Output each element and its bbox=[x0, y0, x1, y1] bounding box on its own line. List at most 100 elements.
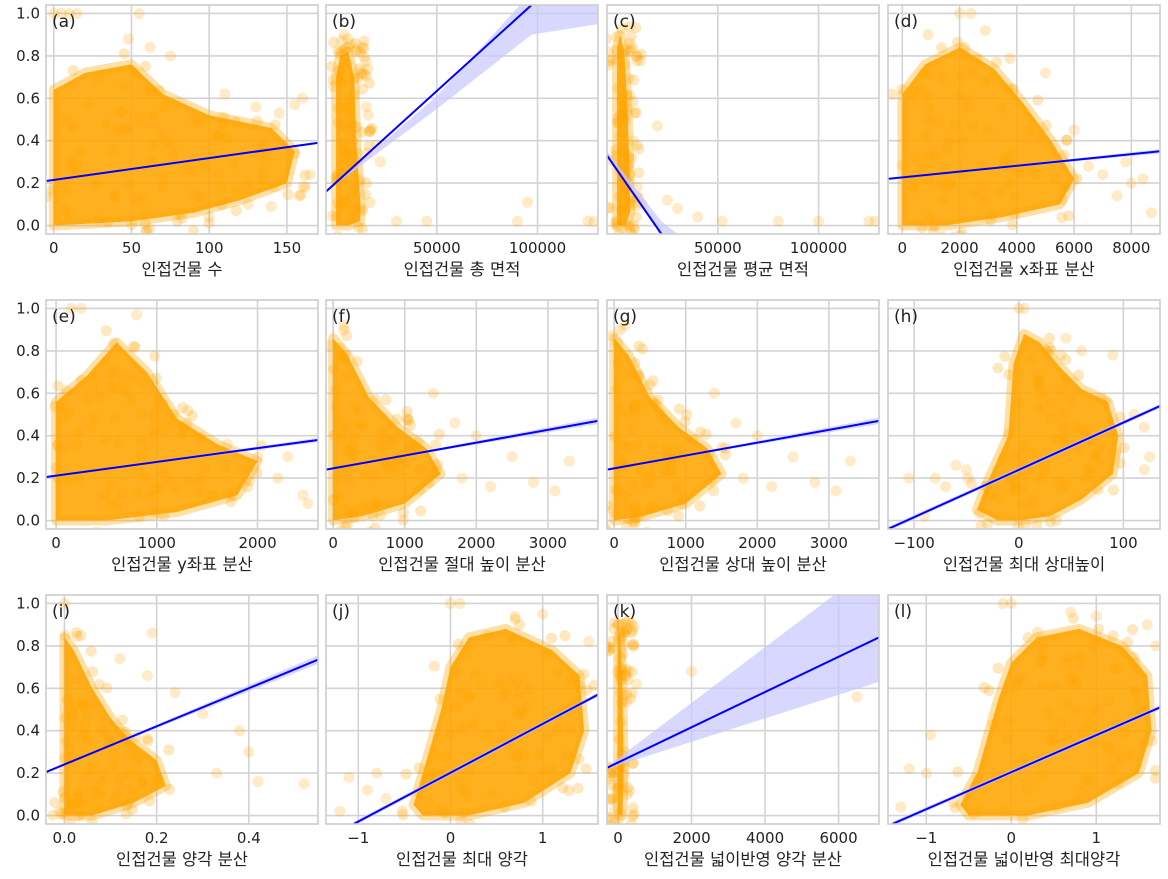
scatter-point bbox=[338, 136, 350, 148]
scatter-point bbox=[506, 451, 518, 463]
scatter-point bbox=[158, 100, 170, 112]
scatter-point bbox=[620, 490, 632, 502]
scatter-point bbox=[456, 722, 468, 733]
scatter-point bbox=[63, 7, 75, 19]
scatter-point bbox=[92, 214, 104, 226]
scatter-point bbox=[613, 618, 625, 630]
scatter-point bbox=[95, 775, 107, 787]
scatter-point bbox=[1007, 83, 1019, 95]
scatter-point bbox=[716, 215, 728, 227]
scatter-point bbox=[163, 137, 175, 149]
scatter-point bbox=[349, 401, 361, 413]
scatter-point bbox=[216, 181, 228, 193]
scatter-point bbox=[692, 211, 704, 223]
scatter-point bbox=[95, 711, 107, 723]
scatter-point bbox=[1005, 597, 1017, 609]
scatter-point bbox=[1071, 794, 1083, 806]
scatter-point bbox=[1038, 650, 1049, 662]
x-tick-label: 50000 bbox=[694, 239, 742, 257]
scatter-point bbox=[1073, 649, 1085, 661]
panel-a: 0.0 0.2 0.4 0.6 0.8 1.0 0 50 100 150 인접건물 수 (a) bbox=[16, 4, 319, 279]
scatter-point bbox=[995, 186, 1007, 197]
scatter-point bbox=[612, 786, 624, 798]
scatter-density bbox=[613, 628, 629, 821]
x-axis-label: 인접건물 최대 양각 bbox=[396, 850, 528, 869]
scatter-point bbox=[1044, 342, 1056, 353]
scatter-point bbox=[48, 7, 60, 19]
scatter-density bbox=[609, 333, 727, 526]
y-tick-label: 0.2 bbox=[16, 469, 40, 487]
scatter-point bbox=[133, 7, 145, 19]
scatter-point bbox=[1057, 431, 1069, 443]
scatter-point bbox=[116, 487, 128, 499]
scatter-point bbox=[347, 184, 359, 195]
scatter-point bbox=[355, 203, 367, 215]
scatter-point bbox=[359, 469, 371, 481]
scatter-point bbox=[141, 733, 153, 744]
scatter-point bbox=[1096, 392, 1107, 404]
scatter-point bbox=[376, 442, 388, 454]
scatter-point bbox=[1060, 657, 1072, 669]
scatter-point bbox=[1033, 381, 1045, 393]
scatter-point bbox=[199, 160, 211, 171]
scatter-point bbox=[927, 226, 939, 234]
x-tick-label: 1000 bbox=[138, 534, 176, 552]
scatter-point bbox=[1009, 191, 1021, 203]
scatter-point bbox=[612, 815, 624, 824]
scatter-point bbox=[341, 147, 353, 159]
scatter-point bbox=[391, 215, 403, 227]
panel-g: 0 1000 2000 3000 인접건물 상대 높이 분산 (g) bbox=[606, 299, 880, 574]
scatter-point bbox=[195, 432, 207, 444]
scatter-point bbox=[617, 778, 629, 790]
scatter-point bbox=[633, 143, 645, 155]
scatter-point bbox=[1056, 194, 1068, 206]
scatter-point bbox=[164, 783, 175, 795]
scatter-point bbox=[578, 668, 590, 680]
scatter-point bbox=[338, 198, 350, 210]
scatter-point bbox=[509, 613, 521, 625]
scatter-point bbox=[677, 492, 689, 504]
scatter-point bbox=[1014, 396, 1026, 408]
panel-label: (i) bbox=[52, 602, 70, 622]
scatter-point bbox=[327, 494, 339, 506]
scatter-point bbox=[335, 474, 347, 486]
scatter-point bbox=[1132, 695, 1144, 707]
scatter-point bbox=[607, 767, 617, 779]
scatter-point bbox=[1036, 639, 1048, 651]
scatter-point bbox=[1084, 718, 1096, 730]
scatter-point bbox=[66, 799, 78, 811]
scatter-point bbox=[148, 410, 159, 422]
confidence-band bbox=[46, 437, 318, 478]
scatter-point bbox=[607, 812, 615, 824]
scatter-point bbox=[629, 514, 641, 526]
scatter-point bbox=[1045, 516, 1057, 528]
scatter-point bbox=[405, 444, 416, 456]
scatter-point bbox=[348, 89, 360, 101]
scatter-point bbox=[88, 699, 100, 710]
scatter-point bbox=[300, 181, 312, 193]
scatter-point bbox=[347, 505, 359, 517]
scatter-point bbox=[895, 801, 907, 813]
scatter-point bbox=[661, 442, 673, 454]
panel-e: 0.0 0.2 0.4 0.6 0.8 1.0 0 1000 2000 인접건물 y좌표 분산 (e… bbox=[16, 299, 319, 574]
scatter-point bbox=[334, 805, 346, 817]
scatter-point bbox=[625, 31, 637, 42]
scatter-point bbox=[123, 769, 135, 781]
scatter-point bbox=[614, 324, 626, 336]
scatter-point bbox=[117, 372, 129, 384]
scatter-point bbox=[422, 796, 434, 808]
scatter-point bbox=[1054, 385, 1066, 397]
scatter-point bbox=[451, 666, 463, 678]
scatter-point bbox=[1066, 673, 1078, 685]
scatter-point bbox=[333, 491, 345, 503]
scatter-point bbox=[896, 84, 908, 95]
scatter-point bbox=[1101, 741, 1113, 752]
scatter-point bbox=[955, 230, 967, 234]
scatter-point bbox=[622, 665, 634, 677]
scatter-point bbox=[627, 479, 639, 491]
scatter-point bbox=[304, 169, 316, 181]
scatter-point bbox=[1055, 349, 1067, 361]
scatter-point bbox=[1045, 345, 1057, 357]
scatter-point bbox=[618, 145, 630, 157]
